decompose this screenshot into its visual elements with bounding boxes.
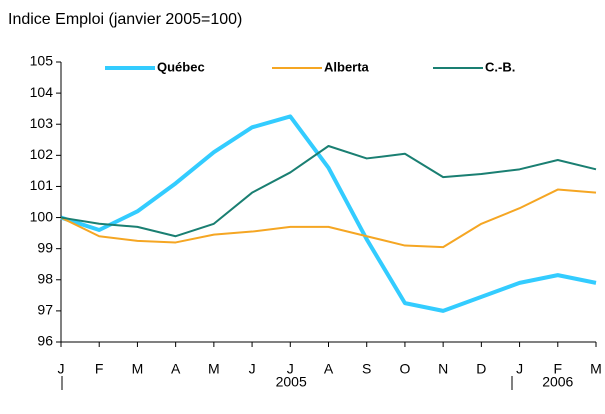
y-tick-label: 102 (30, 146, 54, 162)
y-tick-label: 100 (30, 208, 54, 224)
x-tick-label: O (399, 361, 410, 377)
x-tick-label: J (516, 361, 523, 377)
x-tick-label: J (58, 361, 65, 377)
y-tick-label: 105 (30, 53, 54, 69)
series-line (60, 188, 597, 249)
y-tick-label: 104 (30, 84, 54, 100)
series-line (60, 145, 597, 238)
y-tick-label: 98 (37, 270, 53, 286)
y-tick-label: 96 (37, 333, 53, 349)
y-tick-label: 101 (30, 177, 54, 193)
legend-label: C.-B. (485, 59, 515, 74)
x-tick-label: M (590, 361, 602, 377)
x-tick-label: A (171, 361, 181, 377)
x-tick-label: F (95, 361, 104, 377)
x-tick-label: D (476, 361, 486, 377)
year-label: 2005 (276, 374, 307, 390)
x-tick-label: F (554, 361, 563, 377)
y-tick-label: 99 (37, 239, 53, 255)
y-tick-label: 103 (30, 115, 54, 131)
legend-label: Alberta (324, 59, 370, 74)
x-tick-label: M (208, 361, 220, 377)
chart-title: Indice Emploi (janvier 2005=100) (8, 11, 242, 28)
y-tick-label: 97 (37, 302, 53, 318)
x-tick-label: S (362, 361, 371, 377)
x-tick-label: J (287, 361, 294, 377)
year-label: 2006 (542, 374, 573, 390)
x-tick-label: M (132, 361, 144, 377)
x-tick-label: A (324, 361, 334, 377)
series-line (60, 114, 597, 313)
legend-label: Québec (157, 59, 205, 74)
x-tick-label: N (438, 361, 448, 377)
x-tick-label: J (249, 361, 256, 377)
